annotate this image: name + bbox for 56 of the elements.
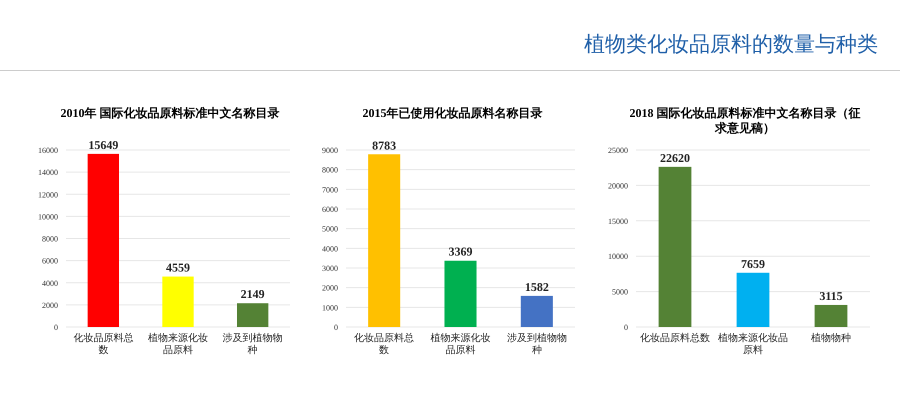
- y-tick-label: 6000: [42, 256, 58, 266]
- y-tick-label: 14000: [38, 168, 58, 178]
- y-tick-label: 0: [54, 323, 58, 332]
- y-tick-label: 2000: [42, 300, 58, 310]
- text: 植物类化妆品原料的数量与种类: [584, 31, 878, 58]
- data-label: 4559: [166, 260, 190, 275]
- y-tick-label: 6000: [322, 205, 338, 214]
- y-tick-label: 8000: [42, 234, 58, 244]
- x-tick-label: 植物来源化妆品原料: [718, 332, 788, 356]
- x-tick-label: 涉及到植物物种: [222, 332, 283, 356]
- y-tick-label: 16000: [38, 146, 58, 155]
- y-tick-label: 10000: [608, 252, 628, 262]
- y-tick-label: 10000: [38, 212, 58, 222]
- y-tick-label: 5000: [612, 288, 628, 297]
- data-label: 22620: [660, 150, 690, 165]
- y-tick-label: 2000: [322, 284, 338, 293]
- x-tick-label: 植物来源化妆品原料: [148, 332, 208, 356]
- y-tick-label: 4000: [322, 244, 338, 254]
- y-tick-label: 12000: [38, 190, 58, 200]
- x-tick-label: 植物物种: [811, 332, 851, 344]
- x-tick-label: 化妆品原料总数: [640, 332, 710, 344]
- y-tick-label: 1000: [322, 303, 338, 312]
- data-label: 1582: [524, 280, 549, 294]
- bar: [236, 303, 268, 327]
- bar: [162, 276, 194, 327]
- y-tick-label: 20000: [608, 181, 628, 190]
- chart-title: 2018 国际化妆品原料标准中文名称目录（征求意见稿）: [630, 106, 860, 135]
- bar: [444, 260, 477, 327]
- y-tick-label: 5000: [322, 224, 338, 234]
- y-tick-label: 15000: [608, 216, 628, 226]
- y-tick-label: 9000: [322, 146, 338, 155]
- bar: [814, 304, 848, 327]
- x-tick-label: 化妆品原料总数: [73, 332, 134, 356]
- data-label: 15649: [88, 138, 118, 152]
- y-tick-label: 0: [624, 323, 628, 332]
- data-label: 7659: [741, 256, 765, 271]
- bar: [658, 166, 692, 327]
- y-tick-label: 0: [334, 323, 338, 332]
- y-tick-label: 8000: [322, 166, 338, 175]
- data-label: 3115: [819, 288, 843, 303]
- y-tick-label: 3000: [322, 264, 338, 273]
- y-tick-label: 25000: [608, 146, 628, 155]
- bar: [520, 296, 553, 327]
- data-label: 3369: [448, 244, 472, 259]
- data-label: 2149: [240, 287, 265, 302]
- x-tick-label: 植物来源化妆品原料: [430, 332, 490, 356]
- y-tick-label: 7000: [322, 185, 338, 194]
- data-label: 8783: [372, 138, 396, 152]
- bar: [736, 272, 770, 327]
- y-tick-label: 4000: [42, 278, 58, 288]
- chart-title: 2010年 国际化妆品原料标准中文名称目录: [60, 106, 280, 120]
- x-tick-label: 化妆品原料总数: [354, 332, 414, 356]
- x-tick-label: 涉及到植物物种: [506, 332, 567, 356]
- chart-title: 2015年已使用化妆品原料名称目录: [362, 106, 542, 120]
- bar: [368, 154, 400, 327]
- bar: [88, 154, 120, 327]
